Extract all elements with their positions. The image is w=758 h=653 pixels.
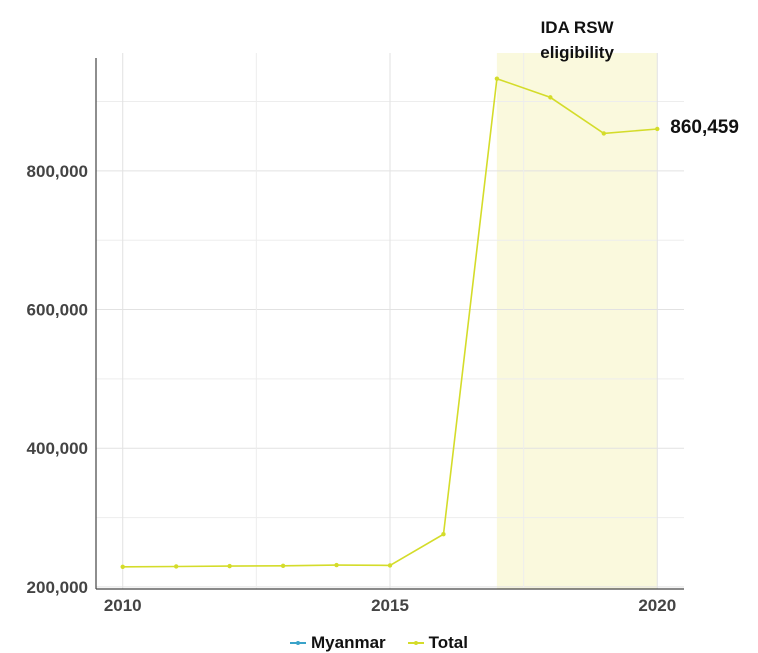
axis-layer: 200,000 400,000 600,000 800,000 2010 2015 2020 (27, 58, 684, 615)
series-layer (120, 76, 660, 570)
data-point (387, 563, 393, 568)
x-tick-label: 2020 (638, 596, 676, 615)
data-point (655, 126, 660, 132)
legend-item-total[interactable]: Total (407, 633, 468, 653)
grid-layer (96, 53, 684, 589)
data-point (494, 76, 500, 81)
y-tick-label: 200,000 (27, 578, 88, 597)
data-point (173, 564, 179, 569)
legend-label-total: Total (428, 633, 468, 652)
data-point (548, 95, 553, 100)
data-point (441, 532, 446, 537)
data-point (334, 562, 339, 568)
legend-item-myanmar[interactable]: Myanmar (290, 633, 386, 653)
data-point (120, 564, 125, 570)
data-point (227, 563, 232, 569)
label-layer: IDA RSW eligibility 860,459 (540, 18, 739, 138)
x-tick-label: 2015 (371, 596, 409, 615)
y-tick-label: 600,000 (27, 301, 88, 320)
data-point (601, 131, 607, 136)
highlight-label-line1: IDA RSW (541, 18, 615, 37)
legend-key-myanmar-icon (290, 638, 306, 648)
data-point (280, 563, 286, 568)
y-tick-label: 800,000 (27, 162, 88, 181)
end-value-label: 860,459 (670, 117, 739, 138)
highlight-label-line2: eligibility (540, 43, 614, 62)
x-tick-label: 2010 (104, 596, 142, 615)
highlight-band-layer (496, 53, 658, 589)
legend-label-myanmar: Myanmar (311, 633, 386, 652)
highlight-band (496, 53, 658, 589)
y-tick-label: 400,000 (27, 439, 88, 458)
legend: Myanmar Total (0, 633, 758, 653)
legend-key-total-icon (407, 638, 424, 648)
